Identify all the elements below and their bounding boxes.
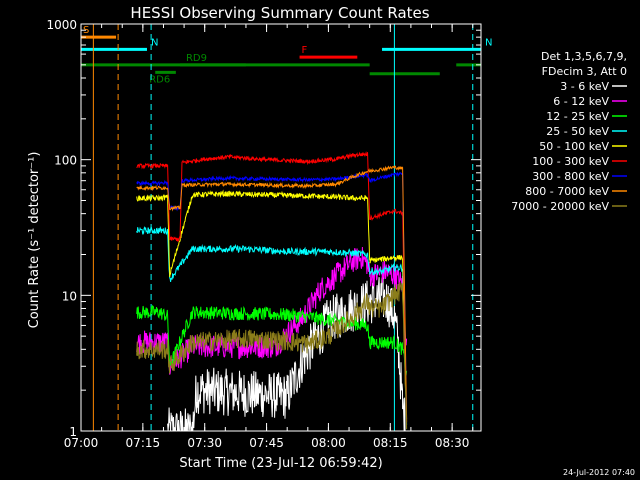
- timestamp: 24-Jul-2012 07:40: [563, 468, 635, 477]
- x-tick-label: 07:00: [64, 436, 99, 450]
- legend-entry-label: 50 - 100 keV: [539, 140, 609, 153]
- series-line: [136, 304, 408, 376]
- axes: 07:00 07:15 07:30 07:45 08:00 08:15 08:30 1 10 10…: [46, 18, 481, 450]
- chart-title: HESSI Observing Summary Count Rates: [130, 4, 429, 22]
- legend-entry-label: 12 - 25 keV: [546, 110, 609, 123]
- legend-entry-label: 100 - 300 keV: [532, 155, 609, 168]
- legend-entry-label: 6 - 12 keV: [553, 95, 609, 108]
- legend-header: Det 1,3,5,6,7,9,: [541, 50, 627, 63]
- series-line: [136, 246, 408, 375]
- y-tick-label: 100: [54, 154, 77, 168]
- segment-label: RD6: [149, 74, 170, 85]
- legend-entry-label: 25 - 50 keV: [546, 125, 609, 138]
- series-line: [136, 165, 408, 420]
- y-tick-label: 1000: [46, 18, 77, 32]
- legend-entry-label: 3 - 6 keV: [560, 80, 609, 93]
- y-tick-label: 1: [69, 425, 77, 439]
- x-tick-label: 08:30: [435, 436, 470, 450]
- legend-header: FDecim 3, Att 0: [542, 65, 627, 78]
- segment-label: S: [83, 25, 89, 36]
- x-tick-label: 08:15: [373, 436, 408, 450]
- segment-label: F: [302, 45, 308, 56]
- series-line: [136, 151, 408, 423]
- x-tick-label: 07:15: [126, 436, 161, 450]
- y-tick-label: 10: [62, 289, 77, 303]
- legend-entry-label: 300 - 800 keV: [532, 170, 609, 183]
- plot-frame: [80, 23, 482, 432]
- x-axis-label: Start Time (23-Jul-12 06:59:42): [179, 456, 382, 471]
- legend: Det 1,3,5,6,7,9, FDecim 3, Att 0 3 - 6 keV…: [511, 50, 627, 213]
- segment-label: RD9: [186, 53, 207, 64]
- legend-entry-label: 7000 - 20000 keV: [511, 200, 609, 213]
- x-tick-label: 07:45: [249, 436, 284, 450]
- series-line: [136, 189, 408, 422]
- segment-label: N: [151, 37, 158, 48]
- x-tick-label: 08:00: [311, 436, 346, 450]
- legend-entry-label: 800 - 7000 keV: [525, 185, 609, 198]
- series-line: [136, 225, 408, 426]
- segment-label: N: [485, 37, 492, 48]
- series-line: [136, 282, 408, 430]
- series-lines: [136, 151, 408, 432]
- x-tick-label: 07:30: [187, 436, 222, 450]
- series-line: [167, 275, 407, 432]
- y-axis-label: Count Rate (s⁻¹ detector⁻¹): [27, 152, 42, 329]
